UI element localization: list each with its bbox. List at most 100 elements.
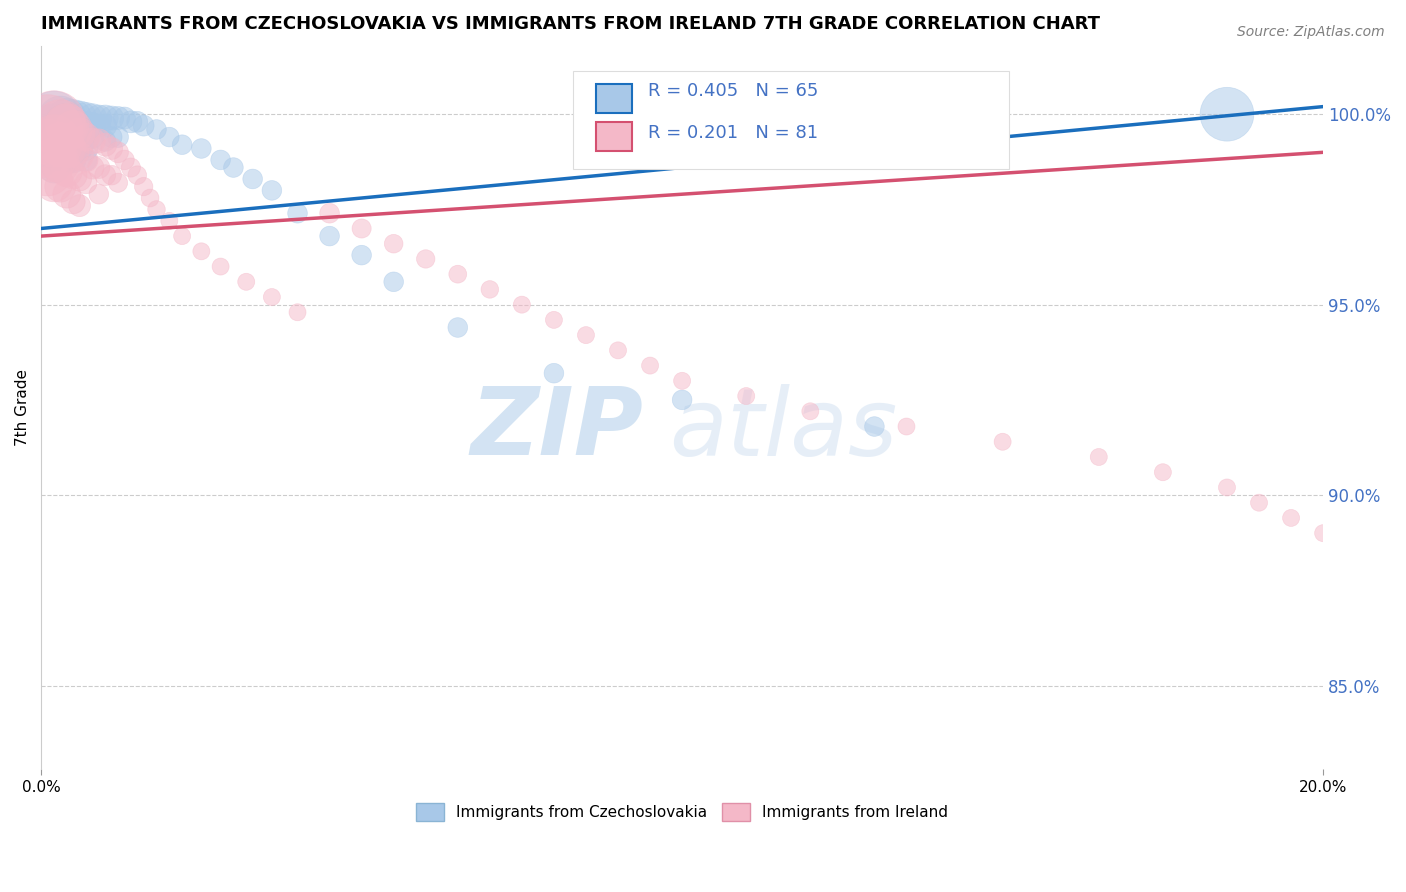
Point bbox=[287, 305, 309, 319]
Point bbox=[82, 161, 104, 175]
Point bbox=[62, 122, 84, 136]
Point bbox=[145, 122, 167, 136]
Point bbox=[62, 141, 84, 155]
Point bbox=[75, 153, 97, 167]
Point bbox=[318, 206, 340, 220]
Point bbox=[37, 164, 59, 178]
Point bbox=[735, 389, 758, 403]
Point bbox=[75, 130, 97, 145]
Point bbox=[62, 153, 84, 167]
Point bbox=[242, 172, 264, 186]
Point bbox=[37, 122, 59, 136]
Point bbox=[49, 119, 72, 133]
Point bbox=[42, 111, 65, 125]
Point bbox=[69, 149, 91, 163]
Point bbox=[82, 111, 104, 125]
Point bbox=[55, 187, 77, 202]
Point bbox=[382, 236, 405, 251]
Point bbox=[190, 141, 212, 155]
FancyBboxPatch shape bbox=[574, 71, 1010, 169]
Point bbox=[132, 179, 155, 194]
Point bbox=[49, 141, 72, 155]
Point bbox=[350, 221, 373, 235]
Point bbox=[209, 260, 232, 274]
Point bbox=[75, 153, 97, 167]
Point bbox=[318, 229, 340, 244]
Point bbox=[69, 111, 91, 125]
Text: ZIP: ZIP bbox=[471, 384, 644, 475]
Point bbox=[671, 392, 693, 407]
Point bbox=[69, 126, 91, 140]
Point bbox=[1152, 465, 1174, 479]
Point bbox=[94, 137, 117, 152]
Point bbox=[1216, 107, 1239, 121]
Point bbox=[82, 119, 104, 133]
Point bbox=[87, 161, 110, 175]
Point bbox=[62, 145, 84, 160]
Point bbox=[37, 126, 59, 140]
Point bbox=[75, 111, 97, 125]
Point bbox=[49, 119, 72, 133]
Point bbox=[55, 164, 77, 178]
Text: Source: ZipAtlas.com: Source: ZipAtlas.com bbox=[1237, 25, 1385, 39]
Point bbox=[42, 153, 65, 167]
Point bbox=[69, 199, 91, 213]
Point bbox=[37, 153, 59, 167]
Point bbox=[287, 206, 309, 220]
Point bbox=[49, 179, 72, 194]
Point bbox=[107, 111, 129, 125]
Point bbox=[42, 115, 65, 129]
Point bbox=[1216, 480, 1239, 494]
Point bbox=[49, 137, 72, 152]
FancyBboxPatch shape bbox=[596, 121, 633, 151]
Point bbox=[75, 130, 97, 145]
Point bbox=[69, 119, 91, 133]
Point bbox=[1247, 496, 1270, 510]
Point bbox=[127, 168, 149, 182]
Point bbox=[478, 282, 501, 296]
Y-axis label: 7th Grade: 7th Grade bbox=[15, 369, 30, 446]
Point bbox=[75, 119, 97, 133]
Point bbox=[1279, 511, 1302, 525]
Point bbox=[235, 275, 257, 289]
Text: R = 0.405   N = 65: R = 0.405 N = 65 bbox=[648, 82, 818, 100]
Point bbox=[139, 191, 162, 205]
Point bbox=[896, 419, 918, 434]
Point bbox=[55, 130, 77, 145]
Point bbox=[94, 168, 117, 182]
Text: R = 0.201   N = 81: R = 0.201 N = 81 bbox=[648, 123, 818, 142]
Point bbox=[55, 119, 77, 133]
Point bbox=[120, 161, 142, 175]
Point bbox=[114, 111, 136, 125]
Point bbox=[42, 134, 65, 148]
Point bbox=[87, 187, 110, 202]
Point bbox=[1312, 526, 1334, 541]
Point bbox=[382, 275, 405, 289]
Point bbox=[100, 141, 122, 155]
Point bbox=[49, 153, 72, 167]
Legend: Immigrants from Czechoslovakia, Immigrants from Ireland: Immigrants from Czechoslovakia, Immigran… bbox=[411, 797, 955, 827]
Point bbox=[607, 343, 630, 358]
Point bbox=[49, 111, 72, 125]
Point bbox=[172, 137, 194, 152]
Point bbox=[75, 141, 97, 155]
Point bbox=[42, 130, 65, 145]
Point bbox=[94, 119, 117, 133]
Point bbox=[114, 153, 136, 167]
Point bbox=[42, 119, 65, 133]
Point bbox=[62, 168, 84, 182]
Point bbox=[671, 374, 693, 388]
Point bbox=[37, 141, 59, 155]
Point bbox=[638, 359, 661, 373]
Point bbox=[42, 145, 65, 160]
Point bbox=[42, 161, 65, 175]
Point bbox=[510, 298, 533, 312]
Point bbox=[157, 214, 180, 228]
Point bbox=[49, 157, 72, 171]
Point bbox=[145, 202, 167, 217]
Point bbox=[42, 176, 65, 190]
Point bbox=[447, 320, 470, 334]
Point bbox=[100, 168, 122, 182]
Point bbox=[127, 115, 149, 129]
Point bbox=[49, 130, 72, 145]
